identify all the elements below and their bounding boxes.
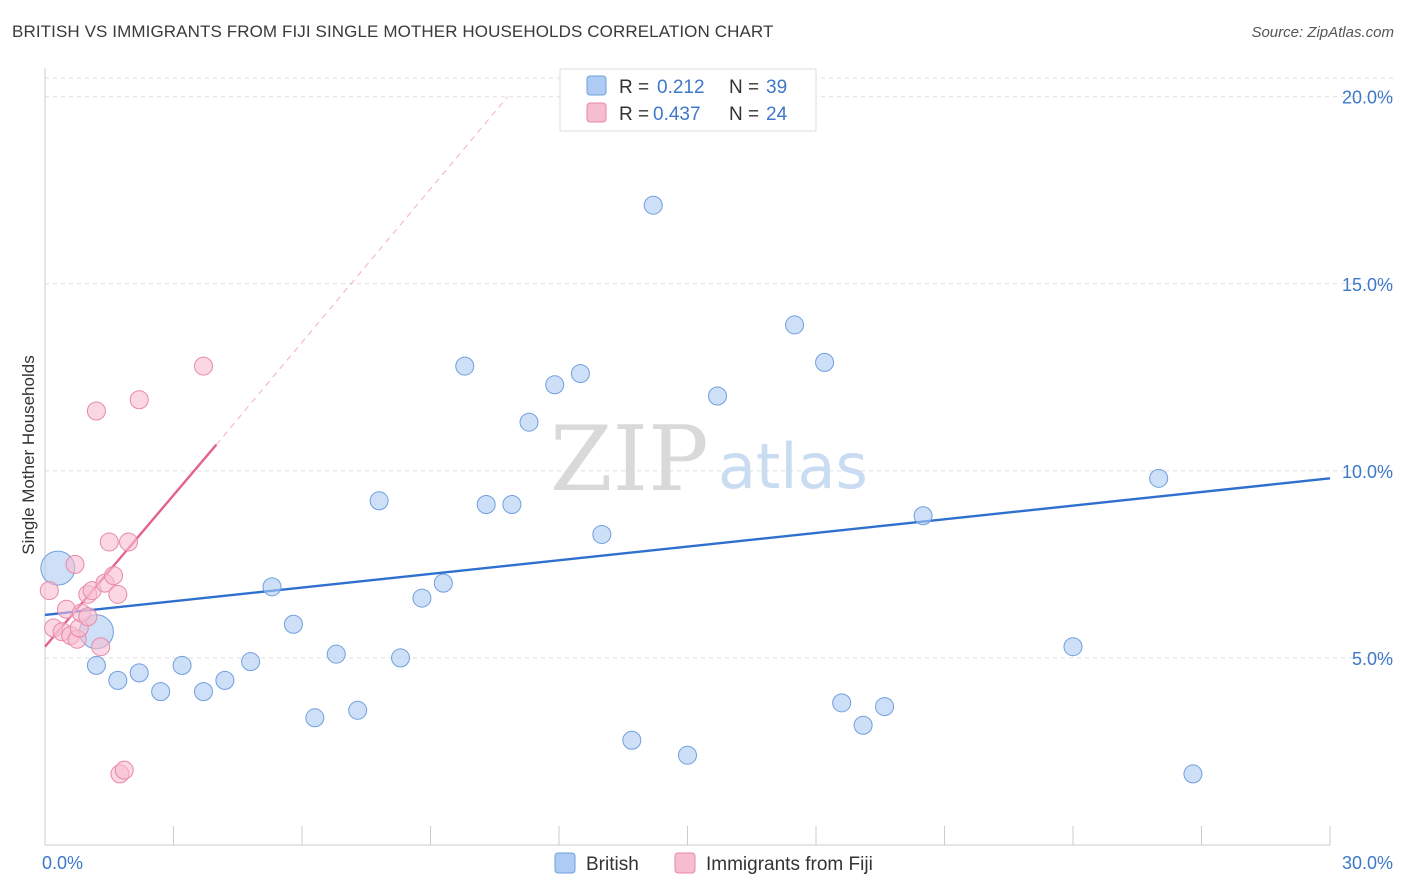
bottom-legend-swatch-british xyxy=(554,852,576,874)
british-point xyxy=(369,491,389,511)
british-point xyxy=(853,715,873,735)
x-tick-label: 30.0% xyxy=(1342,853,1393,873)
source-label: Source: ZipAtlas.com xyxy=(1251,24,1394,41)
british-point xyxy=(172,655,192,675)
fiji-point xyxy=(39,581,59,601)
british-point xyxy=(215,670,235,690)
y-axis-label: Single Mother Households xyxy=(19,355,38,554)
fiji-trend-extension xyxy=(215,96,508,445)
legend-fiji-r-label: R = xyxy=(619,104,649,125)
fiji-point xyxy=(114,760,134,780)
british-point xyxy=(502,495,522,515)
british-point xyxy=(913,506,933,526)
fiji-point xyxy=(119,532,139,552)
bottom-legend-fiji: Immigrants from Fiji xyxy=(706,854,873,875)
legend-british-n-label: N = xyxy=(729,77,759,98)
x-tick-labels: 0.0% 30.0% xyxy=(42,853,1393,873)
data-points xyxy=(39,83,1203,784)
british-point xyxy=(570,364,590,384)
british-point xyxy=(412,588,432,608)
fiji-point xyxy=(104,566,124,586)
legend-fiji-n-value: 24 xyxy=(766,104,788,125)
bottom-legend-british: British xyxy=(586,854,639,875)
fiji-point xyxy=(78,607,98,627)
fiji-point xyxy=(129,390,149,410)
british-point xyxy=(326,644,346,664)
legend-british-r-label: R = xyxy=(619,77,649,98)
british-point xyxy=(1149,468,1169,488)
british-point xyxy=(262,577,282,597)
british-point xyxy=(348,700,368,720)
y-tick-labels: 5.0% 10.0% 15.0% 20.0% xyxy=(1342,88,1393,669)
british-point xyxy=(815,352,835,372)
fiji-point xyxy=(91,637,111,657)
british-trend-line xyxy=(44,477,1331,617)
axes xyxy=(44,68,1331,846)
y-tick-label: 10.0% xyxy=(1342,462,1393,482)
x-tick-label: 0.0% xyxy=(42,853,83,873)
british-point xyxy=(592,524,612,544)
bottom-legend: British Immigrants from Fiji xyxy=(554,852,873,875)
y-tick-label: 15.0% xyxy=(1342,275,1393,295)
legend: R = 0.212 N = 39 R = 0.437 N = 24 xyxy=(559,68,817,132)
fiji-point xyxy=(65,554,85,574)
british-point xyxy=(108,670,128,690)
watermark: ZIP atlas xyxy=(550,407,868,512)
british-point xyxy=(391,648,411,668)
british-point xyxy=(455,356,475,376)
british-point xyxy=(283,614,303,634)
british-point xyxy=(678,745,697,765)
british-point xyxy=(241,652,261,672)
british-point xyxy=(622,730,642,750)
british-point xyxy=(519,412,539,432)
british-point xyxy=(643,195,663,215)
legend-fiji-n-label: N = xyxy=(729,104,759,125)
legend-british-r-value: 0.212 xyxy=(657,77,705,98)
y-tick-label: 20.0% xyxy=(1342,88,1393,108)
legend-swatch-fiji xyxy=(586,102,607,123)
british-point xyxy=(193,682,213,702)
watermark-atlas: atlas xyxy=(718,430,868,503)
trend-lines xyxy=(44,96,1331,648)
british-point xyxy=(545,375,565,395)
watermark-zip: ZIP xyxy=(550,407,709,512)
british-point xyxy=(86,655,106,675)
british-point xyxy=(707,386,727,406)
british-point xyxy=(305,708,325,728)
fiji-point xyxy=(108,584,128,604)
grid-lines xyxy=(45,77,1393,659)
british-point xyxy=(151,682,171,702)
fiji-point xyxy=(99,532,119,552)
british-point xyxy=(832,693,852,713)
british-point xyxy=(476,495,496,515)
british-point xyxy=(433,573,453,593)
british-point xyxy=(875,697,895,717)
british-point xyxy=(129,663,149,683)
y-tick-label: 5.0% xyxy=(1352,649,1393,669)
british-point xyxy=(1183,764,1203,784)
british-point xyxy=(1063,637,1083,657)
legend-british-n-value: 39 xyxy=(766,77,787,98)
fiji-point xyxy=(86,401,106,421)
legend-swatch-british xyxy=(586,75,607,96)
bottom-legend-swatch-fiji xyxy=(674,852,696,874)
fiji-point xyxy=(193,356,213,376)
british-point xyxy=(785,315,805,335)
chart-title: BRITISH VS IMMIGRANTS FROM FIJI SINGLE M… xyxy=(12,22,774,41)
legend-fiji-r-value: 0.437 xyxy=(653,104,701,125)
